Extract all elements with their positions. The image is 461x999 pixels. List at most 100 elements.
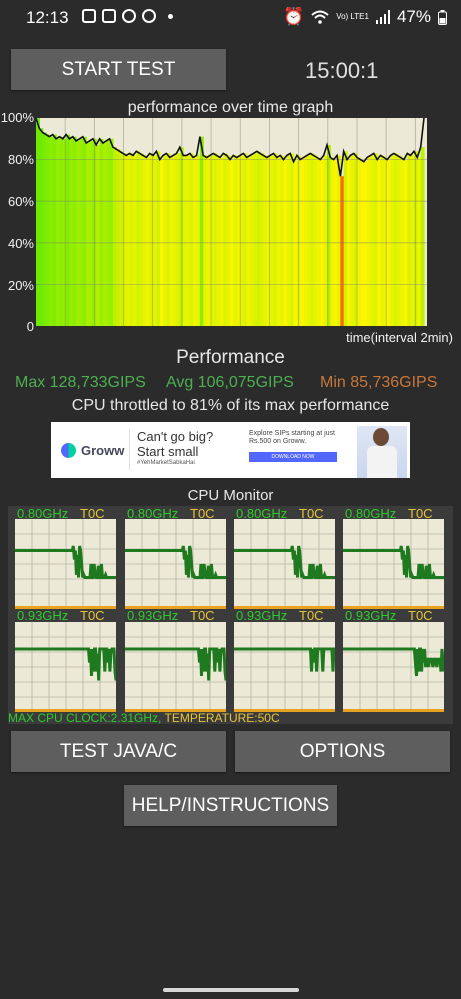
fill-column: [323, 155, 328, 326]
fill-column: [390, 155, 395, 326]
options-button[interactable]: OPTIONS: [235, 731, 450, 772]
fill-column: [49, 136, 54, 326]
fill-column: [353, 153, 358, 326]
fill-column: [243, 153, 248, 326]
fill-column: [56, 138, 61, 326]
fill-column: [126, 155, 131, 326]
core-temperature: T0C: [80, 608, 105, 623]
y-label-60: 60%: [7, 194, 34, 209]
fill-column: [367, 157, 372, 326]
fill-column: [370, 155, 375, 326]
battery-percent: 47%: [396, 7, 431, 26]
fill-column: [109, 138, 114, 326]
fill-column: [256, 151, 261, 326]
core-temperature: T0C: [408, 506, 433, 521]
fill-column: [106, 140, 111, 326]
fill-column: [233, 155, 238, 326]
fill-column: [310, 153, 315, 326]
core-frequency: 0.93GHz: [345, 608, 397, 623]
fill-column: [337, 155, 341, 326]
fill-column: [39, 128, 44, 326]
fill-column: [330, 157, 335, 326]
fill-column: [156, 151, 161, 326]
core-temperature: T0C: [190, 506, 215, 521]
ad-headline-2: Start small: [137, 444, 199, 459]
fill-column: [219, 157, 224, 326]
network-type: Vo) LTE1: [336, 12, 369, 21]
fill-column: [306, 155, 311, 326]
y-label-0: 0: [26, 319, 34, 334]
fill-column: [363, 161, 368, 326]
x-axis-label: time(interval 2min): [346, 330, 453, 345]
start-test-button[interactable]: START TEST: [11, 49, 226, 90]
fill-column: [72, 136, 77, 326]
fill-column: [397, 155, 402, 326]
fill-column: [209, 155, 214, 326]
fill-column: [266, 157, 271, 326]
fill-column: [102, 142, 107, 326]
gesture-nav-bar[interactable]: [163, 988, 299, 992]
fill-column: [62, 138, 67, 326]
fill-column: [79, 138, 84, 326]
core-frequency: 0.93GHz: [236, 608, 288, 623]
fill-column: [36, 118, 40, 326]
fill-column: [86, 142, 91, 326]
ad-headline: Can't go big? Start small: [137, 429, 213, 459]
cpu-monitor-title: CPU Monitor: [187, 487, 274, 504]
throttle-text: CPU throttled to 81% of its max performa…: [71, 397, 390, 414]
cpu-temperature: TEMPERATURE:50C: [161, 711, 280, 725]
fill-column: [176, 153, 181, 326]
core-graph: [15, 622, 116, 712]
core-graph: [343, 622, 444, 712]
ad-brand: Groww: [81, 443, 125, 458]
fill-column: [223, 153, 228, 326]
core-frequency: 0.93GHz: [17, 608, 69, 623]
fill-column: [92, 138, 97, 326]
fill-column: [240, 155, 244, 326]
fill-column: [373, 153, 378, 326]
fill-column: [42, 132, 47, 326]
fill-column: [290, 153, 295, 326]
fill-column: [52, 134, 57, 326]
fill-column: [253, 153, 258, 326]
max-cpu-clock: MAX CPU CLOCK:2.31GHz,: [8, 711, 162, 725]
fill-column: [213, 153, 218, 326]
fill-column: [316, 157, 321, 326]
fill-column: [193, 157, 198, 326]
fill-column: [119, 151, 124, 326]
fill-column: [76, 140, 81, 326]
ad-headline-1: Can't go big?: [137, 429, 214, 444]
fill-column: [122, 153, 127, 326]
fill-column: [410, 155, 415, 326]
fill-column: [89, 140, 94, 326]
fill-column: [270, 155, 275, 326]
ad-download-button[interactable]: DOWNLOAD NOW: [249, 452, 337, 462]
fill-column: [327, 145, 331, 326]
fill-column: [417, 157, 422, 326]
fill-column: [59, 136, 64, 326]
fill-column: [136, 151, 141, 326]
fill-column: [250, 155, 255, 326]
wifi-icon: [311, 10, 329, 24]
cpu-footer: MAX CPU CLOCK:2.31GHz, TEMPERATURE:50C: [8, 711, 280, 725]
max-gips: Max 128,733GIPS: [15, 374, 146, 391]
fill-column: [413, 151, 418, 326]
fill-column: [263, 155, 268, 326]
help-instructions-button[interactable]: HELP/INSTRUCTIONS: [124, 785, 337, 826]
performance-graph-svg: [36, 118, 427, 326]
fill-column: [173, 155, 178, 326]
fill-column: [46, 134, 50, 326]
core-frequency: 0.93GHz: [127, 608, 179, 623]
fill-column: [420, 147, 425, 326]
fill-column: [343, 151, 348, 326]
fill-column: [216, 155, 221, 326]
core-temperature: T0C: [80, 506, 105, 521]
core-graph: [234, 519, 335, 609]
fill-column: [303, 157, 308, 326]
min-gips: Min 85,736GIPS: [320, 374, 438, 391]
ad-banner[interactable]: Groww Can't go big? Start small #YehMark…: [51, 422, 410, 478]
fill-column: [69, 138, 74, 326]
test-java-button[interactable]: TEST JAVA/C: [11, 731, 226, 772]
fill-column: [163, 155, 168, 326]
ad-hashtag: #YehMarketSabkaHai: [137, 460, 195, 466]
